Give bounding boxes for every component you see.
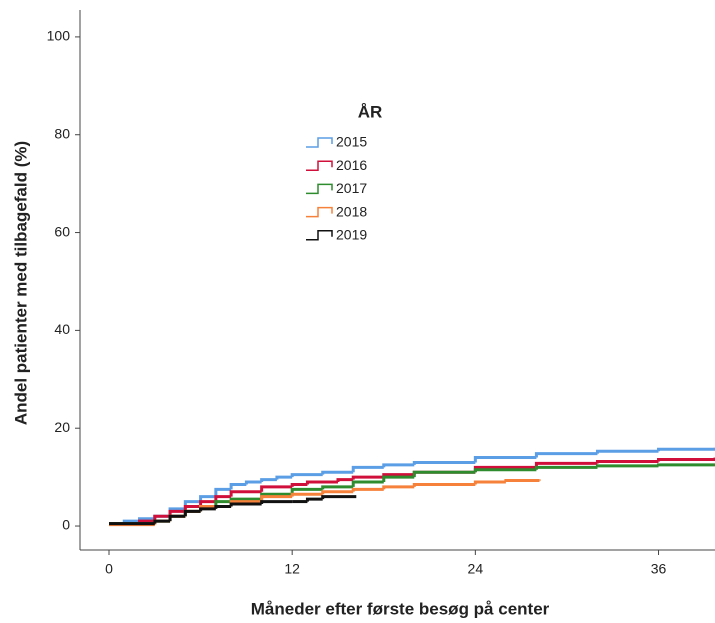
step-segment <box>534 465 598 470</box>
step-segment <box>153 519 171 524</box>
legend-swatch <box>306 160 333 171</box>
step-segment <box>199 500 216 507</box>
step-segment <box>473 456 537 463</box>
step-segment <box>321 490 354 495</box>
step-segment <box>214 495 232 502</box>
legend-label: 2015 <box>336 134 367 150</box>
step-segment <box>290 473 323 478</box>
step-segment <box>199 507 216 512</box>
legend-swatch <box>306 230 333 241</box>
legend-label: 2019 <box>336 227 367 243</box>
step-segment <box>229 502 262 507</box>
step-segment <box>260 478 277 483</box>
legend-label: 2016 <box>336 157 367 173</box>
y-tick-label: 100 <box>47 28 71 44</box>
step-segment <box>199 495 216 502</box>
step-segment <box>473 480 506 485</box>
step-segment <box>351 465 384 473</box>
step-segment <box>244 480 262 485</box>
step-segment <box>229 482 247 490</box>
step-segment <box>214 500 232 507</box>
legend-label: 2018 <box>336 203 367 219</box>
step-segment <box>260 495 293 502</box>
step-segment <box>168 509 186 517</box>
step-segment <box>290 487 323 495</box>
step-segment <box>214 487 232 497</box>
x-tick-label: 12 <box>284 561 300 577</box>
y-tick-label: 40 <box>54 321 70 337</box>
step-segment <box>321 470 354 475</box>
step-segment <box>351 480 384 487</box>
step-segment <box>595 464 659 468</box>
x-tick-label: 0 <box>105 561 113 577</box>
step-segment <box>473 468 537 473</box>
y-tick-label: 60 <box>54 223 70 239</box>
step-segment <box>290 482 308 487</box>
step-segment <box>275 475 293 480</box>
legend-label: 2017 <box>336 180 367 196</box>
y-axis-title: Andel patienter med tilbagefald (%) <box>11 141 30 425</box>
step-segment <box>534 452 598 458</box>
step-segment <box>382 485 415 490</box>
step-segment <box>305 497 323 502</box>
step-segment <box>412 470 476 478</box>
step-segment <box>168 514 186 522</box>
step-segment <box>657 463 715 467</box>
step-segment <box>183 509 201 517</box>
step-segment <box>321 495 357 500</box>
x-axis-title: Måneder efter første besøg på center <box>251 599 550 618</box>
step-segment <box>351 475 384 480</box>
x-tick-label: 36 <box>651 561 667 577</box>
step-segment <box>260 500 293 505</box>
step-segment <box>183 504 201 512</box>
step-segment <box>504 479 540 483</box>
step-segment <box>214 504 232 509</box>
y-tick-label: 20 <box>54 419 70 435</box>
legend-title: ÅR <box>358 102 383 121</box>
step-segment <box>657 447 715 452</box>
x-tick-label: 24 <box>468 561 484 577</box>
step-segment <box>595 449 659 454</box>
step-segment <box>153 514 171 522</box>
step-segment <box>290 492 323 497</box>
step-segment <box>412 482 476 487</box>
step-segment <box>382 475 415 483</box>
legend-swatch <box>306 183 333 195</box>
step-segment <box>382 463 415 468</box>
step-segment <box>305 480 338 485</box>
step-segment <box>657 458 715 462</box>
step-segment <box>412 460 476 465</box>
y-tick-label: 80 <box>54 125 70 141</box>
step-segment <box>351 487 384 492</box>
legend-swatch <box>306 206 333 218</box>
step-segment <box>229 490 262 497</box>
y-tick-label: 0 <box>62 517 70 533</box>
step-segment <box>260 485 293 492</box>
step-segment <box>595 459 659 464</box>
step-segment <box>321 485 354 490</box>
step-segment <box>336 478 354 483</box>
legend-swatch <box>306 137 333 148</box>
